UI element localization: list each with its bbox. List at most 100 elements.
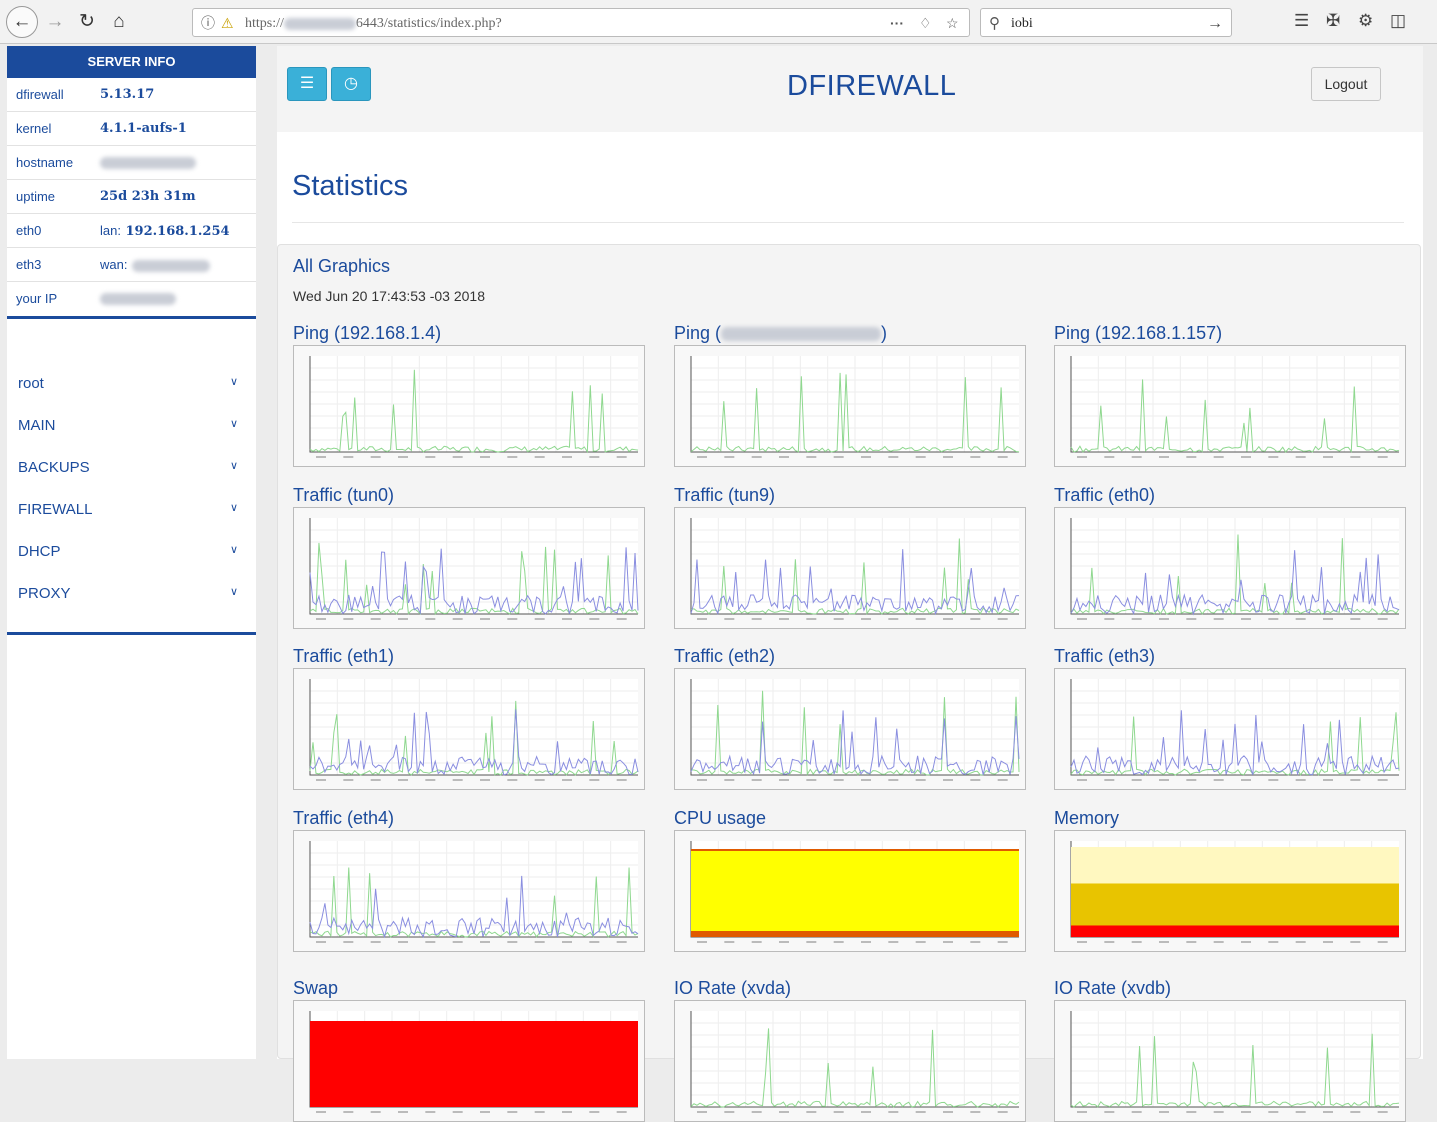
graph-traffic-eth2[interactable] (674, 668, 1026, 790)
home-icon[interactable]: ⌂ (113, 11, 125, 32)
graph-traffic-eth4[interactable] (293, 830, 645, 952)
chevron-down-icon: ∨ (229, 544, 238, 556)
graph-traffic-tun0[interactable] (293, 507, 645, 629)
graph-image (294, 508, 644, 628)
graph-io-rate-xvda[interactable] (674, 1000, 1026, 1122)
info-icon[interactable]: ⓘ (201, 15, 215, 31)
graph-title: IO Rate (xvda) (674, 978, 792, 998)
search-input[interactable]: iobi (1011, 16, 1033, 31)
graph-title: Traffic (eth0) (1054, 485, 1156, 505)
graph-image (675, 1001, 1025, 1121)
your-ip-blurred (100, 292, 176, 305)
graph-traffic-tun9[interactable] (674, 507, 1026, 629)
pocket-icon[interactable]: ♢ (919, 15, 932, 31)
chevron-down-icon: ∨ (229, 586, 238, 598)
menu-item-firewall[interactable]: FIREWALL ∨ (18, 501, 238, 518)
server-info-row-dfirewall: dfirewall 5.13.17 (7, 78, 256, 112)
server-info-row-your-ip: your IP (7, 282, 256, 316)
server-info-row-eth0: eth0 lan: 192.168.1.254 (7, 214, 256, 248)
back-arrow-icon[interactable]: ← (6, 6, 38, 38)
server-info-row-eth3: eth3 wan: (7, 248, 256, 282)
graph-title: Memory (1054, 808, 1120, 828)
graph-ping-192-168-1-157[interactable] (1054, 345, 1406, 467)
url-text[interactable]: https://6443/statistics/index.php? (245, 16, 502, 31)
graph-title: Traffic (eth1) (293, 646, 395, 666)
search-bar[interactable]: ⚲ iobi → (980, 8, 1232, 37)
graph-traffic-eth3[interactable] (1054, 668, 1406, 790)
graph-title: Ping () (674, 323, 888, 343)
graph-traffic-eth0[interactable] (1054, 507, 1406, 629)
graph-title: Ping (192.168.1.4) (293, 323, 442, 343)
lock-warning-icon[interactable]: ⚠ (221, 15, 234, 31)
graph-swap[interactable] (293, 1000, 645, 1122)
graph-ping-192-168-1-4[interactable] (293, 345, 645, 467)
library-icon[interactable]: ☰ (1294, 11, 1310, 30)
chevron-down-icon: ∨ (229, 460, 238, 472)
panel-date: Wed Jun 20 17:43:53 -03 2018 (293, 288, 486, 304)
toggle-menu-button[interactable]: ☰ (287, 67, 327, 101)
graph-title: Traffic (tun9) (674, 485, 776, 505)
graph-image (1055, 669, 1405, 789)
chevron-down-icon: ∨ (229, 502, 238, 514)
graph-title: Ping (192.168.1.157) (1054, 323, 1223, 343)
graph-image (1055, 508, 1405, 628)
graph-traffic-eth1[interactable] (293, 668, 645, 790)
graph-title: IO Rate (xvdb) (1054, 978, 1172, 998)
graph-memory[interactable] (1054, 830, 1406, 952)
chevron-down-icon: ∨ (229, 418, 238, 430)
dashboard-gauge-icon: ◷ (344, 75, 358, 92)
graph-image (675, 508, 1025, 628)
search-icon: ⚲ (989, 15, 1000, 32)
graph-image (1055, 1001, 1405, 1121)
logout-button[interactable]: Logout (1311, 67, 1381, 101)
graph-image (1055, 831, 1405, 951)
sidebar-toggle-icon[interactable]: ◫ (1390, 11, 1407, 30)
bookmark-star-icon[interactable]: ☆ (946, 15, 959, 31)
menu-item-backups[interactable]: BACKUPS ∨ (18, 459, 238, 476)
menu-item-proxy[interactable]: PROXY ∨ (18, 585, 238, 602)
page-actions-icon[interactable]: ··· (890, 15, 904, 31)
graph-title: Traffic (eth4) (293, 808, 395, 828)
align-left-icon: ☰ (299, 75, 315, 92)
forward-arrow-icon[interactable]: → (45, 11, 65, 32)
page-title: Statistics (292, 170, 409, 202)
graph-image (675, 831, 1025, 951)
main-content: Statistics All Graphics Wed Jun 20 17:43… (277, 132, 1423, 1122)
graph-ping[interactable] (674, 345, 1026, 467)
server-info-header: SERVER INFO (7, 46, 256, 78)
panel-title: All Graphics (293, 256, 391, 276)
server-info-row-kernel: kernel 4.1.1-aufs-1 (7, 112, 256, 146)
reload-icon[interactable]: ↻ (79, 11, 95, 32)
graph-image (675, 669, 1025, 789)
graph-image (1055, 346, 1405, 466)
search-go-arrow-icon[interactable]: → (1207, 15, 1223, 32)
sidebar-menu-divider (7, 632, 256, 635)
graph-io-rate-xvdb[interactable] (1054, 1000, 1406, 1122)
url-bar[interactable]: ⓘ ⚠ https://6443/statistics/index.php? ·… (192, 8, 970, 37)
graph-cpu-usage[interactable] (674, 830, 1026, 952)
menu-item-root[interactable]: root ∨ (18, 375, 238, 392)
graph-image (675, 346, 1025, 466)
server-info-row-uptime: uptime 25d 23h 31m (7, 180, 256, 214)
graph-image (294, 669, 644, 789)
graph-title: Traffic (eth2) (674, 646, 776, 666)
sidebar: SERVER INFO dfirewall 5.13.17 kernel 4.1… (7, 46, 256, 1059)
graph-title: Traffic (eth3) (1054, 646, 1156, 666)
title-divider (292, 222, 1404, 223)
wan-ip-blurred (132, 259, 210, 272)
graphics-panel: All Graphics Wed Jun 20 17:43:53 -03 201… (277, 244, 1421, 1122)
hostname-blurred (100, 156, 196, 169)
top-header: ☰ ◷ DFIREWALL Logout (277, 46, 1423, 132)
dashboard-button[interactable]: ◷ (331, 67, 371, 101)
menu-item-dhcp[interactable]: DHCP ∨ (18, 543, 238, 560)
browser-toolbar: ← → ↻ ⌂ ⓘ ⚠ https://6443/statistics/inde… (0, 0, 1437, 44)
sidebar-menu: root ∨ MAIN ∨ BACKUPS ∨ FIREWALL ∨ DHCP ∨ PRO… (7, 319, 256, 615)
graph-image (294, 831, 644, 951)
chevron-down-icon: ∨ (229, 376, 238, 388)
sidebar-divider (7, 316, 256, 319)
extensions-icon[interactable]: ✠ (1326, 11, 1341, 30)
graph-title: Swap (293, 978, 339, 998)
menu-item-main[interactable]: MAIN ∨ (18, 417, 238, 434)
settings-gear-icon[interactable]: ⚙ (1358, 11, 1374, 30)
graph-title: CPU usage (674, 808, 767, 828)
